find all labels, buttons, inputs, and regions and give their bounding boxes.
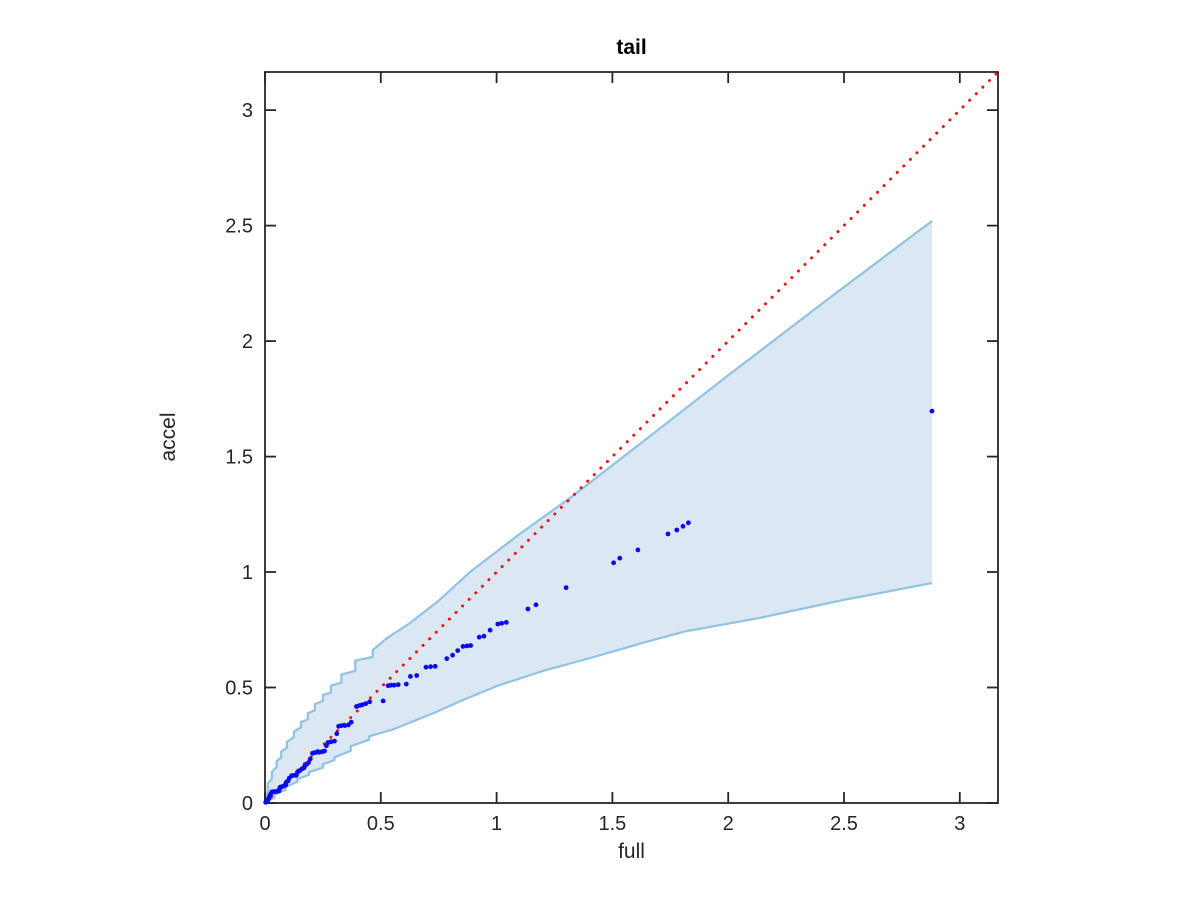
y-tick-label: 3 <box>242 100 253 122</box>
scatter-point <box>334 731 340 737</box>
x-tick-label: 0 <box>259 813 270 835</box>
confidence-band-upper-edge <box>263 220 933 800</box>
y-tick-label: 0.5 <box>225 678 253 700</box>
scatter-point <box>499 620 505 626</box>
scatter-point <box>395 682 401 688</box>
y-tick-label: 2.5 <box>225 216 253 238</box>
scatter-point <box>525 606 531 612</box>
scatter-point <box>495 621 501 627</box>
scatter-point <box>322 748 327 754</box>
scatter-point <box>468 643 474 648</box>
confidence-band-lower-edge <box>264 582 933 804</box>
chart-title: tail <box>616 36 647 59</box>
scatter-point <box>380 698 386 704</box>
y-tick-label: 1 <box>242 562 253 584</box>
plot-frame <box>264 71 999 804</box>
scatter-point <box>363 701 369 707</box>
scatter-point <box>444 656 450 661</box>
scatter-point <box>665 531 671 537</box>
scatter-point <box>481 633 487 639</box>
scatter-point <box>391 682 397 688</box>
scatter-point <box>611 560 616 566</box>
scatter-point <box>476 634 482 640</box>
scatter-point <box>432 663 438 669</box>
scatter-point <box>403 681 409 687</box>
scatter-point <box>367 699 373 705</box>
scatter-point <box>428 664 433 670</box>
scatter-point <box>332 738 337 744</box>
y-tick-label: 0 <box>242 793 253 815</box>
x-axis-label: full <box>618 840 645 863</box>
confidence-band <box>265 221 932 803</box>
y-tick-label: 2 <box>242 331 253 353</box>
scatter-point <box>408 674 413 679</box>
scatter-point <box>348 719 354 725</box>
scatter-point <box>929 408 935 414</box>
x-tick-label: 1.5 <box>598 813 626 835</box>
scatter-point <box>450 652 455 658</box>
scatter-point <box>674 527 680 533</box>
x-tick-label: 1 <box>491 813 502 835</box>
scatter-point <box>464 643 470 649</box>
scatter-point <box>635 547 641 553</box>
scatter-point <box>487 627 493 633</box>
x-tick-label: 0.5 <box>367 813 395 835</box>
x-tick-label: 2.5 <box>830 813 858 835</box>
y-tick-label: 1.5 <box>225 447 253 469</box>
scatter-point <box>680 523 686 529</box>
scatter-point <box>563 585 569 591</box>
scatter-point <box>423 664 429 670</box>
scatter-point <box>455 648 461 653</box>
scatter-point <box>617 555 623 561</box>
scatter-point <box>414 673 420 678</box>
x-tick-label: 2 <box>723 813 734 835</box>
x-tick-label: 3 <box>954 813 965 835</box>
scatter-point <box>339 723 344 728</box>
scatter-point <box>503 620 509 625</box>
scatter-point <box>533 602 539 608</box>
scatter-point <box>307 756 313 762</box>
scatter-point <box>686 520 691 526</box>
scatter-point <box>460 644 466 649</box>
scatter-series <box>263 408 935 805</box>
